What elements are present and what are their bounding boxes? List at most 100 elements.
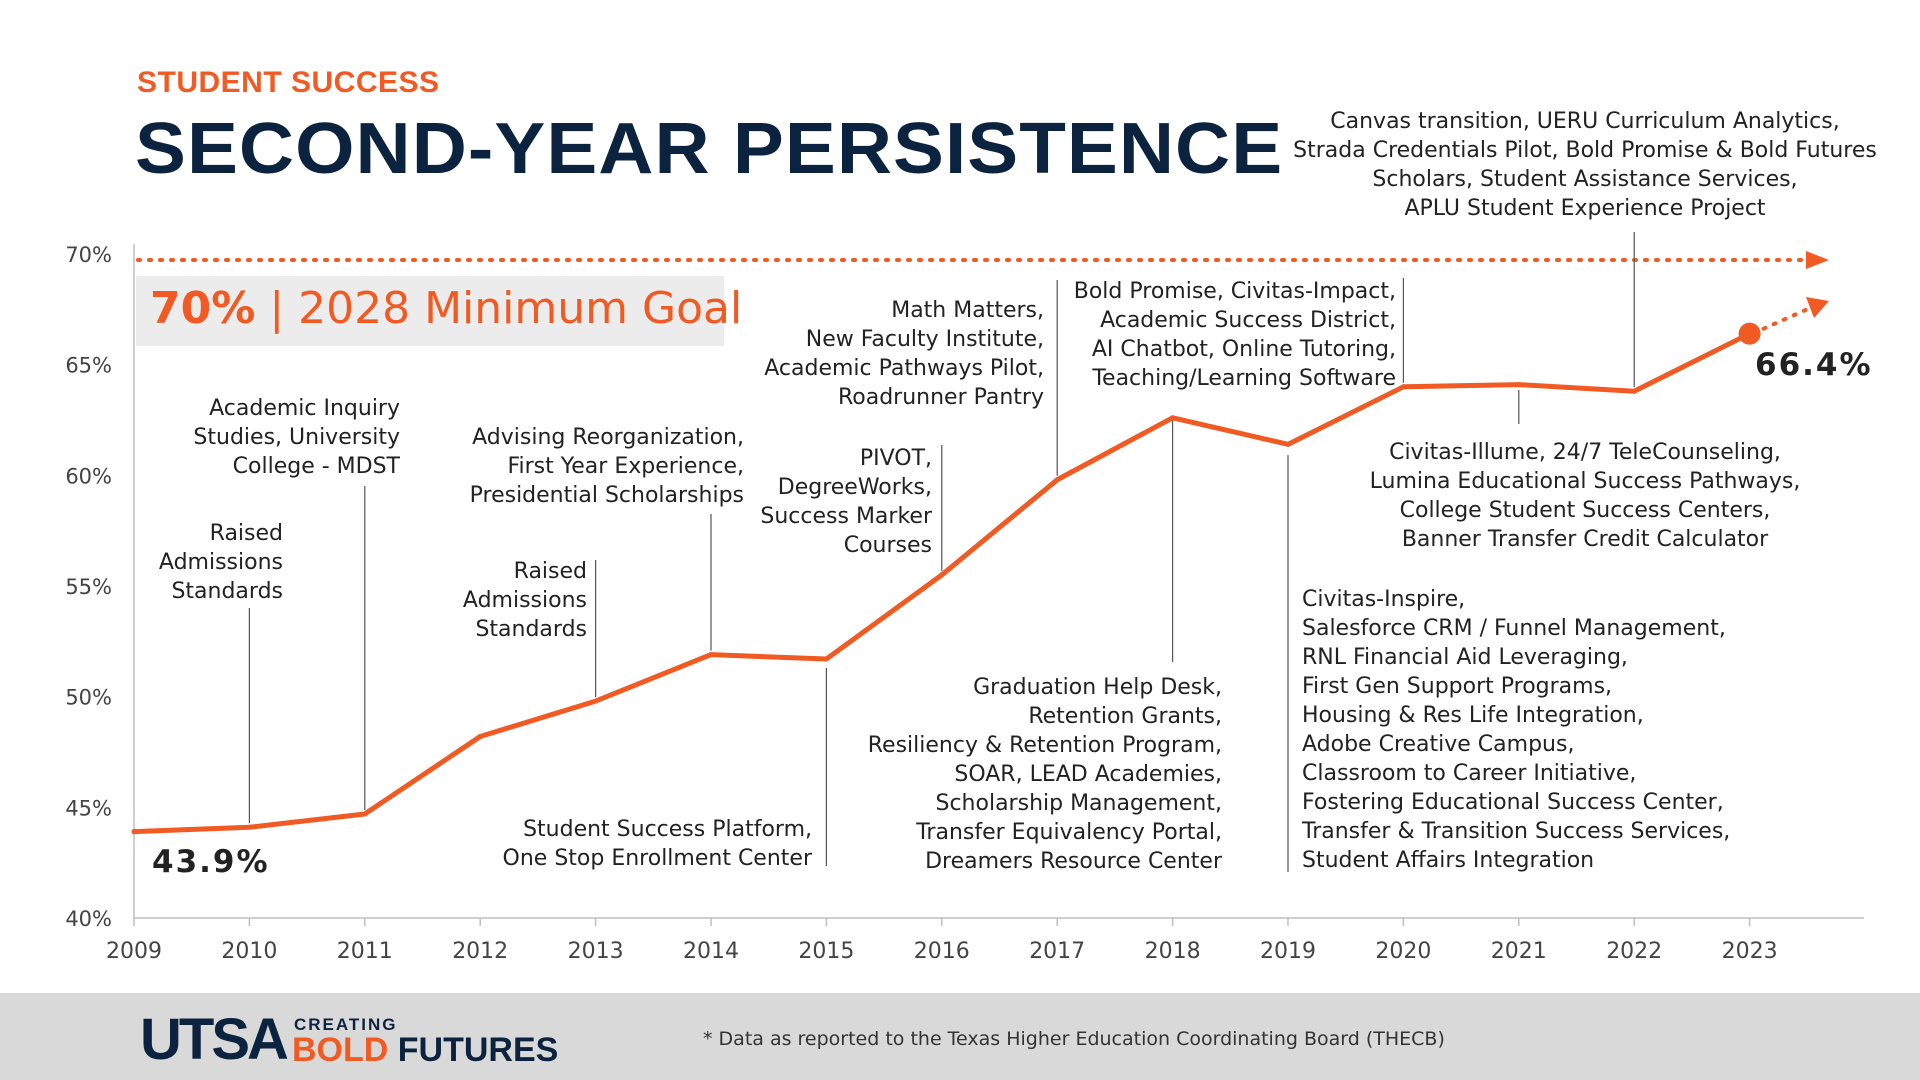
annotation-line: Teaching/Learning Software — [1091, 366, 1396, 391]
goal-text: 2028 Minimum Goal — [298, 283, 742, 334]
annotation-line: Transfer & Transition Success Services, — [1301, 819, 1730, 844]
logo-utsa-text: UTSA — [140, 1007, 289, 1072]
annotation-line: Transfer Equivalency Portal, — [915, 820, 1222, 845]
annotation-label-2020: Bold Promise, Civitas-Impact, Academic Su… — [1074, 279, 1396, 391]
y-tick-label: 65% — [65, 354, 112, 378]
annotation-line: Scholarship Management, — [936, 791, 1223, 816]
annotation-line: APLU Student Experience Project — [1404, 196, 1765, 221]
projection-arrowhead — [1806, 297, 1829, 318]
page-title: SECOND-YEAR PERSISTENCE — [135, 109, 1284, 189]
annotation-line: Housing & Res Life Integration, — [1302, 703, 1644, 728]
x-tick-label: 2010 — [221, 939, 277, 964]
annotation-line: Academic Pathways Pilot, — [764, 356, 1044, 381]
annotation-label-2017: Math Matters, New Faculty Institute, Acade… — [764, 298, 1044, 410]
annotation-line: Dreamers Resource Center — [925, 849, 1223, 874]
annotation-line: DegreeWorks, — [778, 475, 932, 500]
annotation-line: Lumina Educational Success Pathways, — [1370, 469, 1801, 494]
data-point-2011 — [362, 811, 368, 817]
annotation-line: Resiliency & Retention Program, — [868, 733, 1222, 758]
x-tick-label: 2023 — [1722, 939, 1778, 964]
annotation-line: Classroom to Career Initiative, — [1302, 761, 1636, 786]
x-tick-label: 2018 — [1145, 939, 1201, 964]
annotation-line: Graduation Help Desk, — [973, 675, 1222, 700]
annotation-line: Admissions — [159, 550, 283, 575]
annotation-line: SOAR, LEAD Academies, — [954, 762, 1222, 787]
annotation-label-2014: Advising Reorganization, First Year Exper… — [470, 425, 744, 508]
y-tick-label: 70% — [65, 243, 112, 267]
data-point-2012 — [477, 734, 483, 740]
annotation-line: Scholars, Student Assistance Services, — [1372, 167, 1797, 192]
annotation-label-2022: Canvas transition, UERU Curriculum Analy… — [1293, 109, 1877, 221]
data-point-2017 — [1054, 477, 1060, 483]
x-tick-label: 2012 — [452, 939, 508, 964]
data-point-2018 — [1170, 415, 1176, 421]
y-tick-label: 55% — [65, 575, 112, 599]
annotation-line: First Year Experience, — [507, 454, 744, 479]
x-tick-label: 2020 — [1375, 939, 1431, 964]
goal-box — [136, 276, 724, 346]
data-point-2009 — [131, 829, 137, 835]
logo-creating-text: CREATING — [294, 1015, 398, 1034]
annotation-line: One Stop Enrollment Center — [503, 846, 813, 871]
annotation-line: Presidential Scholarships — [470, 483, 744, 508]
x-tick-label: 2019 — [1260, 939, 1316, 964]
annotation-label-2018: Graduation Help Desk, Retention Grants, Re… — [868, 675, 1223, 874]
footer-bar — [0, 993, 1920, 1080]
annotation-line: New Faculty Institute, — [806, 327, 1044, 352]
annotation-line: Student Success Platform, — [523, 817, 812, 842]
annotation-line: Admissions — [463, 588, 587, 613]
annotation-line: PIVOT, — [860, 446, 932, 471]
annotation-line: Studies, University — [193, 425, 400, 450]
last-data-point-marker — [1738, 322, 1761, 345]
y-tick-label: 50% — [65, 686, 112, 710]
data-point-2022 — [1631, 388, 1637, 394]
logo-bold-text: BOLD — [292, 1031, 389, 1069]
data-point-2010 — [246, 824, 252, 830]
annotation-line: Bold Promise, Civitas-Impact, — [1074, 279, 1396, 304]
projection-line — [1761, 306, 1812, 331]
x-tick-label: 2022 — [1606, 939, 1662, 964]
logo-bold-futures: BOLD FUTURES — [292, 1032, 558, 1068]
annotation-line: Advising Reorganization, — [472, 425, 744, 450]
annotation-line: Roadrunner Pantry — [838, 385, 1044, 410]
end-value-label: 66.4% — [1755, 347, 1873, 383]
annotation-line: Success Marker — [760, 504, 933, 529]
annotation-line: College Student Success Centers, — [1400, 498, 1771, 523]
annotation-line: Salesforce CRM / Funnel Management, — [1302, 616, 1726, 641]
x-tick-label: 2011 — [337, 939, 393, 964]
annotation-line: Banner Transfer Credit Calculator — [1402, 527, 1769, 552]
annotation-line: Academic Inquiry — [209, 396, 400, 421]
data-point-2015 — [823, 656, 829, 662]
annotation-label-2021: Civitas-Illume, 24/7 TeleCounseling, Lumi… — [1370, 440, 1801, 552]
data-point-2020 — [1400, 384, 1406, 390]
x-tick-label: 2015 — [798, 939, 854, 964]
x-tick-label: 2021 — [1491, 939, 1547, 964]
logo-futures-text: FUTURES — [397, 1031, 559, 1069]
annotation-label-2019: Civitas-Inspire, Salesforce CRM / Funnel … — [1301, 587, 1730, 873]
annotation-label-2016: PIVOT, DegreeWorks, Success Marker Courses — [760, 446, 933, 558]
x-tick-label: 2014 — [683, 939, 739, 964]
y-tick-label: 45% — [65, 796, 112, 820]
persistence-line-chart: 40% 45% 50% 55% 60% 65% 70% 2009 2010 2011 2012 201… — [65, 109, 1877, 964]
section-eyebrow: STUDENT SUCCESS — [137, 66, 440, 99]
data-point-2013 — [593, 698, 599, 704]
goal-separator: | — [255, 283, 298, 334]
annotation-line: Raised — [514, 559, 587, 584]
annotation-line: AI Chatbot, Online Tutoring, — [1092, 337, 1396, 362]
x-tick-label: 2016 — [914, 939, 970, 964]
annotation-line: Courses — [844, 533, 932, 558]
annotation-line: Canvas transition, UERU Curriculum Analy… — [1330, 109, 1839, 134]
goal-label: 70% | 2028 Minimum Goal — [150, 283, 742, 334]
annotation-label-2010: Raised Admissions Standards — [159, 521, 283, 604]
data-point-2014 — [708, 652, 714, 658]
goal-value: 70% — [150, 283, 255, 334]
annotation-line: Student Affairs Integration — [1302, 848, 1594, 873]
annotation-line: Strada Credentials Pilot, Bold Promise &… — [1293, 138, 1877, 163]
annotation-line: RNL Financial Aid Leveraging, — [1302, 645, 1628, 670]
annotation-line: Retention Grants, — [1028, 704, 1222, 729]
annotation-line: First Gen Support Programs, — [1302, 674, 1612, 699]
x-tick-label: 2013 — [568, 939, 624, 964]
annotation-line: College - MDST — [233, 454, 401, 479]
data-point-2016 — [939, 572, 945, 578]
annotation-line: Academic Success District, — [1100, 308, 1396, 333]
